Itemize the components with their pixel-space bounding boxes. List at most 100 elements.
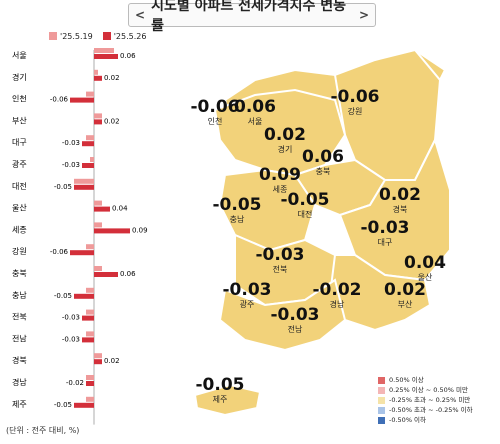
map-legend-label-5: -0.50% 이하 bbox=[389, 416, 427, 424]
map-legend-label-2: 0.25% 이상 ~ 0.50% 미만 bbox=[389, 386, 468, 394]
category-label: 경남 bbox=[12, 377, 27, 387]
map-legend-row: 0.50% 이상 bbox=[378, 375, 473, 385]
bar-curr bbox=[82, 315, 94, 321]
map-region-name: 세종 bbox=[273, 185, 288, 194]
category-label: 서울 bbox=[12, 51, 27, 60]
map-region-name: 대구 bbox=[378, 238, 393, 247]
bar-curr bbox=[74, 293, 94, 299]
map-legend-swatch-5 bbox=[378, 416, 385, 424]
map-value: 0.06 bbox=[234, 97, 276, 117]
map-region-name: 울산 bbox=[418, 272, 433, 282]
bar-curr bbox=[82, 337, 94, 343]
category-label: 인천 bbox=[12, 94, 27, 104]
bar-prev bbox=[86, 396, 94, 402]
map-value: 0.04 bbox=[404, 253, 446, 273]
bar-prev bbox=[94, 222, 102, 228]
bar-curr bbox=[94, 272, 118, 277]
legend-label-prev: '25.5.19 bbox=[60, 32, 93, 41]
legend-label-curr: '25.5.26 bbox=[113, 32, 147, 41]
map-value: -0.05 bbox=[196, 375, 245, 395]
map-region-name: 충북 bbox=[316, 167, 331, 176]
map-legend-row: -0.25% 초과 ~ 0.25% 미만 bbox=[378, 395, 473, 405]
data-label: 0.02 bbox=[104, 117, 120, 125]
map-region-name: 제주 bbox=[213, 395, 228, 404]
map-region-name: 전남 bbox=[288, 324, 303, 334]
map-region-name: 인천 bbox=[208, 116, 223, 126]
region-jeonnam bbox=[218, 278, 347, 352]
data-label: -0.03 bbox=[62, 335, 80, 343]
bar-curr bbox=[94, 228, 130, 234]
bar-curr bbox=[70, 97, 94, 103]
map-legend-label-1: 0.50% 이상 bbox=[389, 376, 424, 384]
bar-curr bbox=[94, 75, 102, 81]
data-label: 0.04 bbox=[112, 205, 128, 213]
map-region-name: 부산 bbox=[398, 299, 413, 309]
bar-prev bbox=[90, 157, 94, 162]
map-region-name: 대전 bbox=[298, 209, 313, 219]
map-region-name: 강원 bbox=[348, 106, 363, 116]
data-label: -0.03 bbox=[62, 314, 80, 322]
chart-title-box: < 시도별 아파트 전세가격지수 변동률 > bbox=[128, 0, 376, 34]
bar-prev bbox=[94, 353, 102, 359]
bar-prev bbox=[94, 69, 98, 75]
bar-curr bbox=[94, 54, 118, 59]
bar-prev bbox=[86, 244, 94, 250]
category-label: 전북 bbox=[12, 312, 27, 322]
map-region-name: 충남 bbox=[230, 215, 245, 224]
category-label: 울산 bbox=[12, 203, 27, 213]
bar-prev bbox=[86, 375, 94, 380]
data-label: -0.03 bbox=[62, 161, 80, 169]
map-value: -0.05 bbox=[281, 190, 330, 210]
map-value: -0.03 bbox=[223, 280, 272, 300]
map-value: 0.06 bbox=[302, 147, 344, 167]
map-value: 0.02 bbox=[384, 280, 426, 300]
left-chevron-icon: < bbox=[135, 8, 146, 22]
category-label: 부산 bbox=[12, 115, 27, 125]
legend-item-this-week: '25.5.26 bbox=[102, 32, 147, 41]
map-legend-row: -0.50% 초과 ~ -0.25% 이하 bbox=[378, 405, 473, 415]
data-label: 0.06 bbox=[120, 52, 136, 60]
bar-curr bbox=[94, 359, 102, 365]
category-label: 세종 bbox=[12, 225, 27, 234]
map-value: -0.03 bbox=[361, 218, 410, 238]
map-region-name: 경남 bbox=[330, 299, 345, 309]
data-label: -0.06 bbox=[50, 96, 69, 104]
map-value: 0.09 bbox=[259, 165, 301, 185]
bar-prev bbox=[86, 331, 94, 337]
map-value: 0.02 bbox=[264, 125, 306, 145]
legend-swatch-prev bbox=[49, 32, 57, 40]
map-region-name: 서울 bbox=[248, 117, 263, 126]
map-legend-row: 0.25% 이상 ~ 0.50% 미만 bbox=[378, 385, 473, 395]
legend-item-prev-week: '25.5.19 bbox=[49, 32, 93, 41]
map-region-name: 광주 bbox=[240, 299, 255, 309]
bar-prev bbox=[94, 113, 102, 119]
map-value: -0.02 bbox=[313, 280, 362, 300]
bar-prev bbox=[74, 178, 94, 184]
right-chevron-icon: > bbox=[358, 8, 369, 22]
bar-prev bbox=[94, 48, 114, 53]
bar-curr bbox=[94, 119, 102, 125]
bar-curr bbox=[94, 206, 110, 212]
map-value: -0.06 bbox=[191, 97, 240, 117]
map-legend-label-3: -0.25% 초과 ~ 0.25% 미만 bbox=[389, 396, 471, 404]
bar-prev bbox=[94, 266, 102, 271]
data-label: -0.06 bbox=[50, 248, 69, 256]
category-label: 전남 bbox=[12, 333, 27, 343]
bar-prev bbox=[86, 309, 94, 315]
chart-title: 시도별 아파트 전세가격지수 변동률 bbox=[151, 0, 347, 34]
bar-curr bbox=[74, 184, 94, 190]
bar-prev bbox=[86, 135, 94, 141]
category-label: 대구 bbox=[12, 138, 27, 147]
data-label: -0.05 bbox=[54, 401, 72, 409]
category-label: 제주 bbox=[12, 400, 27, 409]
map-legend-swatch-2 bbox=[378, 386, 385, 394]
bar-curr bbox=[82, 141, 94, 147]
category-label: 충남 bbox=[12, 291, 27, 300]
data-label: -0.03 bbox=[62, 139, 80, 147]
category-label: 경기 bbox=[12, 72, 27, 82]
data-label: 0.09 bbox=[132, 226, 148, 234]
map-legend-swatch-4 bbox=[378, 406, 385, 414]
map-value: -0.05 bbox=[213, 195, 262, 215]
